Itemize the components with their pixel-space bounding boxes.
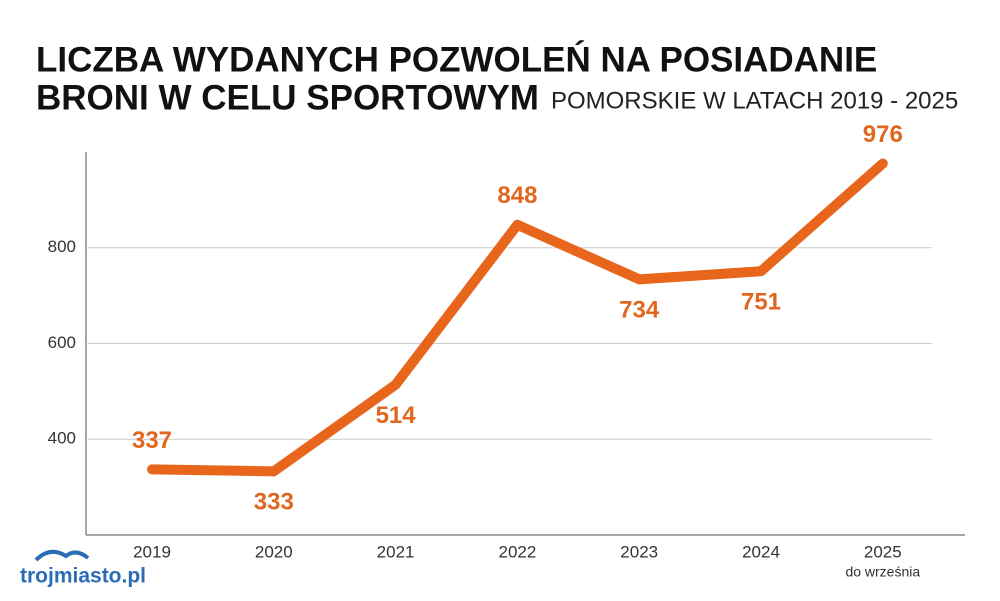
y-tick-label: 800	[48, 237, 76, 256]
data-label: 976	[863, 121, 903, 148]
chart-title: LICZBA WYDANYCH POZWOLEŃ NA POSIADANIE	[36, 39, 877, 79]
x-tick-label: 2024	[742, 542, 780, 561]
x-tick-label: 2023	[620, 542, 658, 561]
x-tick-label: 2021	[377, 542, 415, 561]
data-label: 333	[254, 489, 294, 516]
annotation: do września	[845, 564, 920, 580]
data-label: 848	[497, 182, 537, 209]
logo-icon	[34, 549, 90, 562]
data-label: 734	[619, 297, 660, 324]
x-tick-label: 2025	[864, 542, 902, 561]
data-label: 337	[132, 427, 172, 454]
x-tick-label: 2020	[255, 542, 293, 561]
y-tick-label: 400	[48, 429, 76, 448]
x-tick-label: 2022	[498, 542, 536, 561]
data-label: 514	[376, 402, 417, 429]
chart-subtitle: POMORSKIE W LATACH 2019 - 2025	[551, 87, 958, 114]
logo: trojmiasto.pl	[20, 565, 146, 588]
line	[147, 158, 888, 477]
y-tick-label: 600	[48, 333, 76, 352]
chart-title: BRONI W CELU SPORTOWYM	[36, 78, 539, 117]
data-label: 751	[741, 289, 781, 316]
x-tick-label: 2019	[133, 542, 171, 561]
